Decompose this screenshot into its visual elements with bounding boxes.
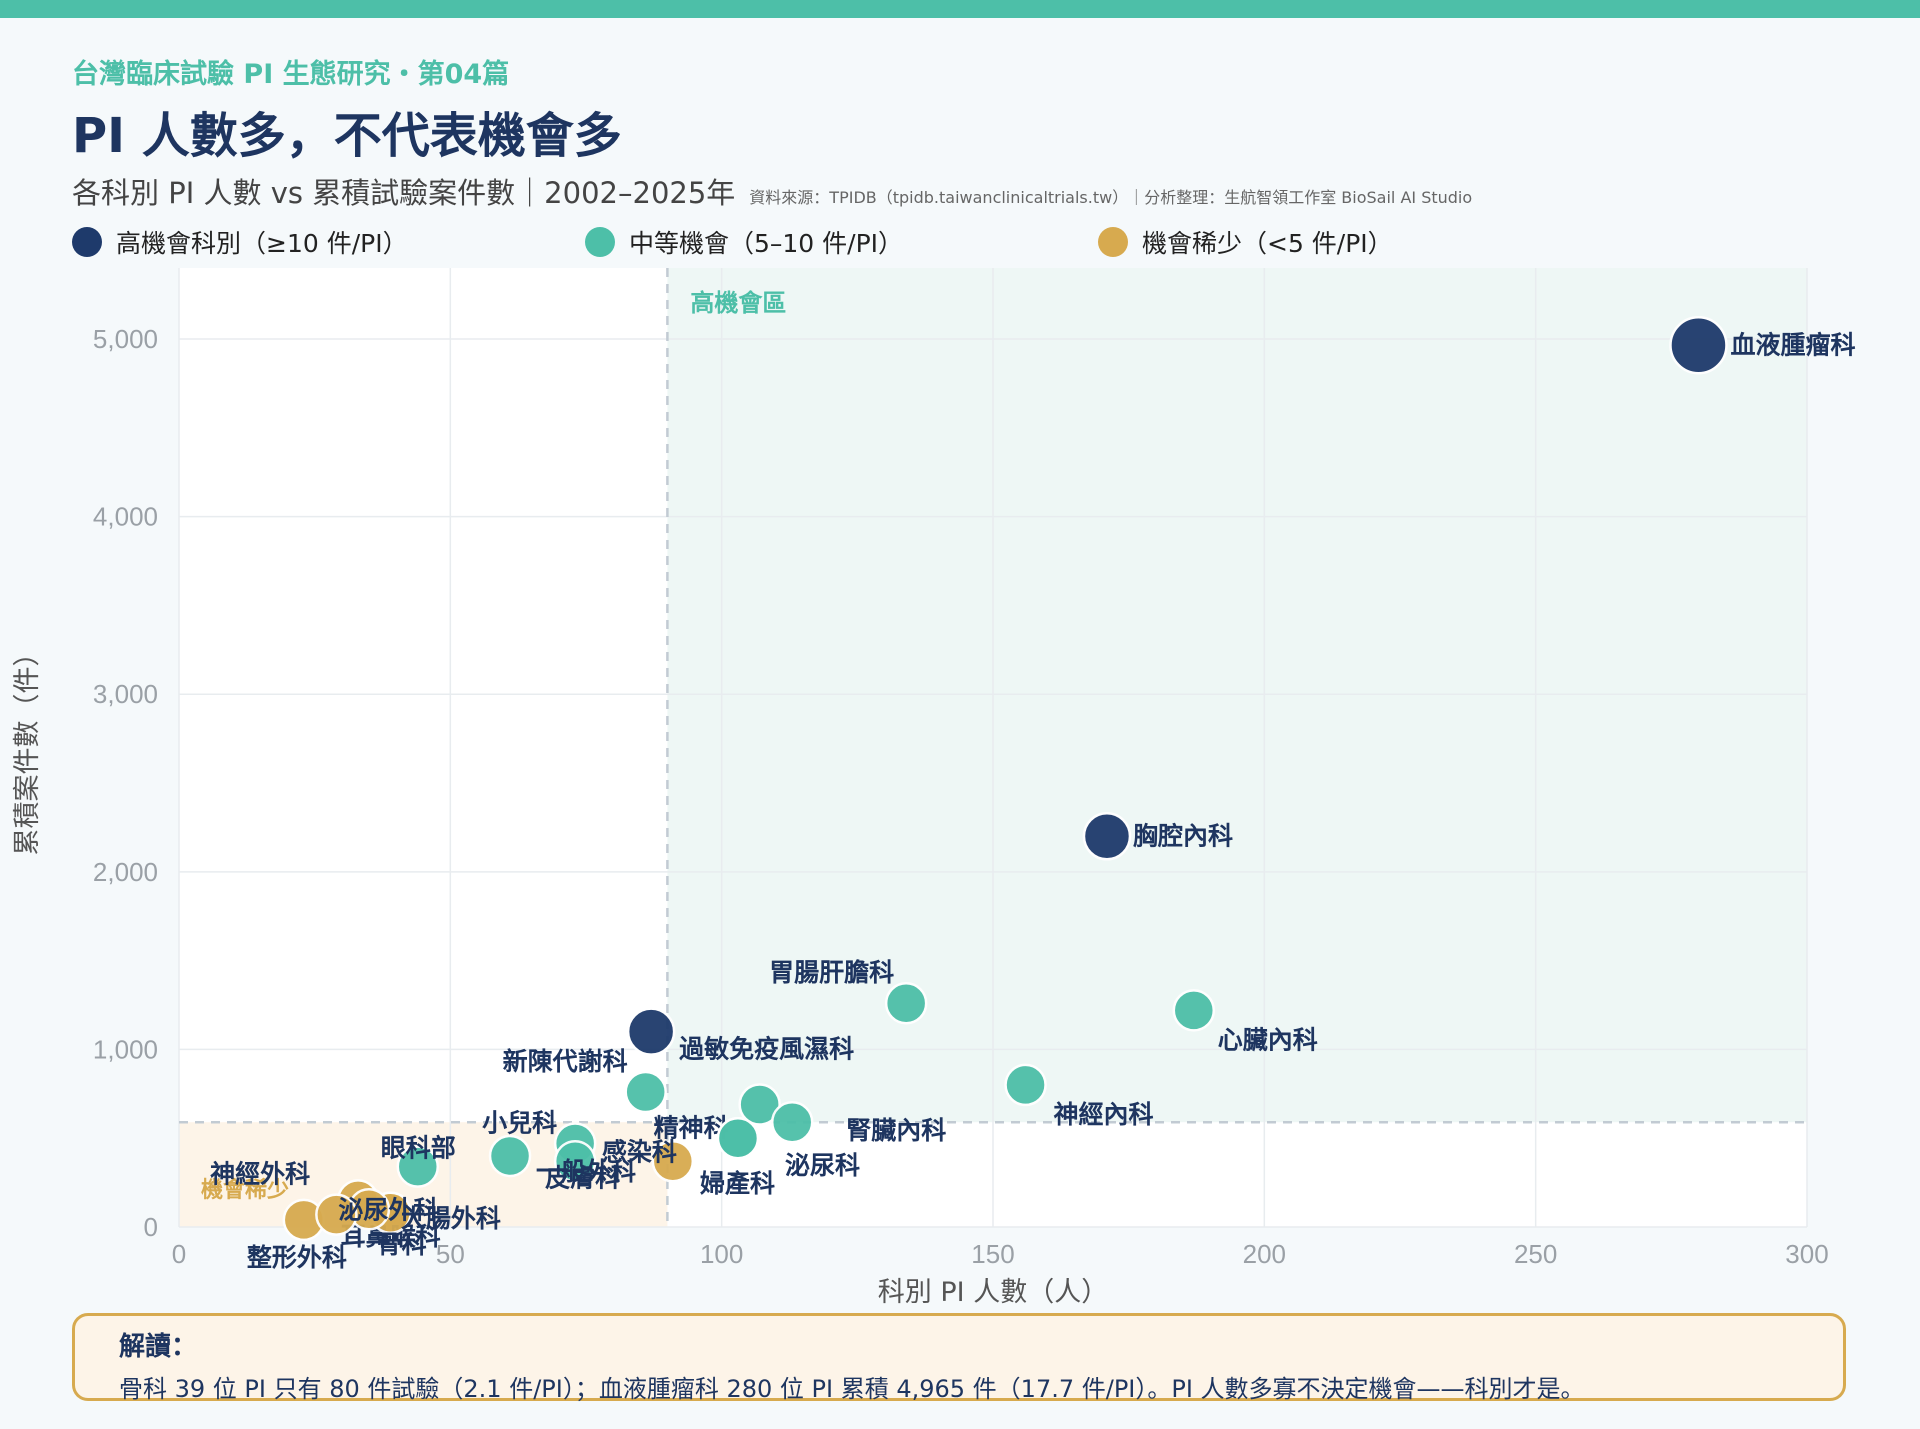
- data-point: [553, 1140, 597, 1183]
- high-opportunity-zone: [667, 268, 1807, 1123]
- high-zone-label: 高機會區: [690, 289, 786, 317]
- x-tick-label: 250: [1514, 1239, 1557, 1269]
- point-label: 小兒科: [482, 1109, 557, 1138]
- y-tick-label: 5,000: [93, 324, 158, 354]
- data-point: [1172, 989, 1216, 1032]
- data-point: [1669, 316, 1728, 375]
- point-label: 大腸外科: [401, 1204, 501, 1233]
- point-label: 泌尿科: [785, 1151, 860, 1180]
- point-label: 心臟內科: [1218, 1025, 1318, 1054]
- data-point: [488, 1134, 532, 1178]
- data-point: [396, 1145, 440, 1188]
- legend-marker-high: [72, 227, 102, 257]
- x-tick-label: 0: [172, 1239, 186, 1269]
- legend-item-high: 高機會科別（≥10 件/PI）: [72, 224, 408, 260]
- point-label: 胃腸肝膽科: [769, 958, 894, 987]
- x-axis-label: 科別 PI 人數（人）: [878, 1277, 1108, 1308]
- interpretation-title: 解讀：: [119, 1332, 198, 1362]
- subtitle: 各科別 PI 人數 vs 累積試驗案件數｜2002–2025年 資料來源：TPID…: [72, 170, 1472, 212]
- point-label: 感染科: [602, 1137, 677, 1166]
- y-tick-label: 3,000: [93, 679, 158, 709]
- legend-marker-low: [1098, 227, 1128, 257]
- legend-label-low: 機會稀少（<5 件/PI）: [1142, 229, 1393, 258]
- series-label: 台灣臨床試驗 PI 生態研究・第04篇: [72, 59, 510, 90]
- data-point: [624, 1070, 667, 1114]
- legend-label-high: 高機會科別（≥10 件/PI）: [116, 229, 408, 258]
- point-label: 神經外科: [210, 1159, 310, 1188]
- data-point: [738, 1083, 781, 1126]
- x-tick-label: 300: [1785, 1239, 1828, 1269]
- data-point: [626, 1007, 676, 1056]
- data-point: [884, 981, 928, 1025]
- low-zone-label: 機會稀少: [201, 1177, 289, 1203]
- point-label: 血液腫瘤科: [1730, 330, 1855, 359]
- data-point: [1004, 1063, 1047, 1107]
- legend-label-medium: 中等機會（5–10 件/PI）: [629, 229, 904, 258]
- x-tick-label: 200: [1243, 1239, 1286, 1269]
- data-point: [716, 1116, 760, 1160]
- y-axis-label: 累積案件數（件）: [12, 640, 43, 856]
- source-note: 資料來源：TPIDB（tpidb.taiwanclinicaltrials.tw…: [749, 188, 1473, 207]
- y-tick-label: 2,000: [93, 857, 158, 887]
- data-point: [651, 1140, 695, 1183]
- x-tick-label: 150: [971, 1239, 1014, 1269]
- data-point: [315, 1193, 358, 1236]
- x-tick-label: 100: [700, 1239, 743, 1269]
- point-label: 神經內科: [1054, 1100, 1154, 1129]
- data-point: [770, 1100, 814, 1144]
- interpretation-box: 解讀： 骨科 39 位 PI 只有 80 件試驗（2.1 件/PI）；血液腫瘤科…: [72, 1313, 1846, 1403]
- point-label: 骨科: [377, 1230, 427, 1259]
- y-tick-label: 0: [144, 1212, 158, 1242]
- point-label: 皮膚科: [545, 1163, 620, 1192]
- subtitle-text: 各科別 PI 人數 vs 累積試驗案件數｜2002–2025年: [72, 176, 736, 210]
- point-label: 腎臟內科: [846, 1116, 946, 1145]
- x-tick-label: 50: [436, 1239, 465, 1269]
- point-label: 婦產科: [699, 1169, 775, 1198]
- point-label: 眼科部: [381, 1134, 456, 1163]
- point-label: 精神科: [654, 1113, 729, 1142]
- legend-item-low: 機會稀少（<5 件/PI）: [1098, 224, 1393, 260]
- interpretation-text: 骨科 39 位 PI 只有 80 件試驗（2.1 件/PI）；血液腫瘤科 280…: [119, 1375, 1585, 1403]
- point-label: 胸腔內科: [1133, 821, 1233, 850]
- point-label: 新陳代謝科: [503, 1047, 628, 1076]
- y-tick-label: 4,000: [93, 502, 158, 532]
- top-accent-bar: [0, 0, 1920, 18]
- point-label: 整形外科: [247, 1243, 347, 1272]
- legend: 高機會科別（≥10 件/PI） 中等機會（5–10 件/PI） 機會稀少（<5 …: [0, 224, 1920, 264]
- legend-marker-medium: [585, 227, 615, 257]
- data-point: [1082, 812, 1132, 861]
- y-tick-label: 1,000: [93, 1034, 158, 1064]
- point-label: 過敏免疫風濕科: [679, 1035, 854, 1064]
- page-title: PI 人數多，不代表機會多: [72, 108, 622, 164]
- point-label: 一般外科: [536, 1157, 636, 1186]
- legend-item-medium: 中等機會（5–10 件/PI）: [585, 224, 903, 260]
- point-label: 泌尿外科: [338, 1196, 438, 1225]
